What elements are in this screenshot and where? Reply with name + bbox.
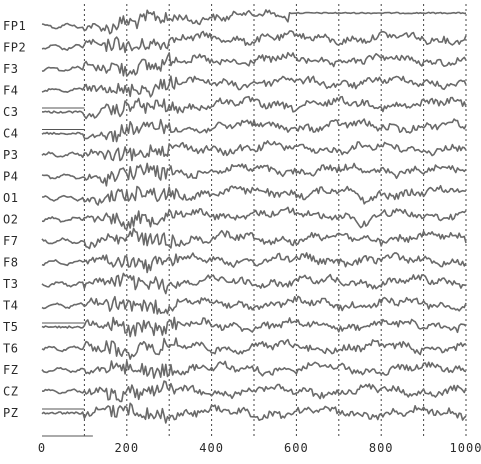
trace-fz (41, 360, 467, 379)
channel-label-t5: T5 (3, 320, 18, 334)
channel-label-c4: C4 (3, 127, 18, 141)
channel-label-pz: PZ (3, 406, 18, 420)
channel-label-cz: CZ (3, 385, 18, 399)
channel-label-f4: F4 (3, 84, 18, 98)
channel-label-p4: P4 (3, 170, 18, 184)
trace-p4 (41, 162, 467, 187)
trace-t5 (41, 316, 467, 338)
x-tick-labels: 0 200 400 600 800 1000 (38, 441, 481, 455)
trace-t4 (41, 295, 467, 315)
trace-o1 (41, 184, 467, 206)
channel-labels: FP1 FP2 F3 F4 C3 C4 P3 P4 O1 O2 F7 F8 T3 T4 T5 T6 FZ CZ PZ (3, 19, 26, 420)
x-tick-label-200: 200 (114, 441, 139, 455)
trace-t3 (41, 272, 467, 295)
trace-fp1 (41, 9, 467, 35)
channel-label-fz: FZ (3, 363, 18, 377)
trace-pz (41, 402, 467, 424)
trace-f3 (41, 51, 467, 77)
trace-c4 (41, 118, 467, 143)
channel-label-f7: F7 (3, 234, 18, 248)
trace-f8 (41, 252, 467, 274)
trace-fp2 (41, 30, 467, 54)
x-tick-label-400: 400 (199, 441, 224, 455)
channel-label-t6: T6 (3, 342, 18, 356)
trace-t6 (41, 337, 467, 360)
trace-c3 (41, 95, 467, 120)
x-tick-label-600: 600 (284, 441, 309, 455)
trace-o2 (41, 206, 467, 230)
trace-cz (41, 380, 467, 403)
channel-label-f3: F3 (3, 62, 18, 76)
channel-label-fp2: FP2 (3, 41, 26, 55)
channel-label-fp1: FP1 (3, 19, 26, 33)
channel-label-f8: F8 (3, 256, 18, 270)
traces (41, 9, 467, 437)
trace-p3 (41, 140, 467, 162)
channel-label-t3: T3 (3, 277, 18, 291)
channel-label-c3: C3 (3, 105, 18, 119)
channel-label-t4: T4 (3, 299, 18, 313)
trace-f4 (41, 75, 467, 98)
channel-label-o2: O2 (3, 213, 18, 227)
x-tick-label-0: 0 (38, 441, 46, 455)
x-tick-label-800: 800 (369, 441, 394, 455)
trace-f7 (41, 227, 467, 250)
channel-label-o1: O1 (3, 191, 18, 205)
x-tick-label-1000: 1000 (450, 441, 481, 455)
channel-label-p3: P3 (3, 148, 18, 162)
